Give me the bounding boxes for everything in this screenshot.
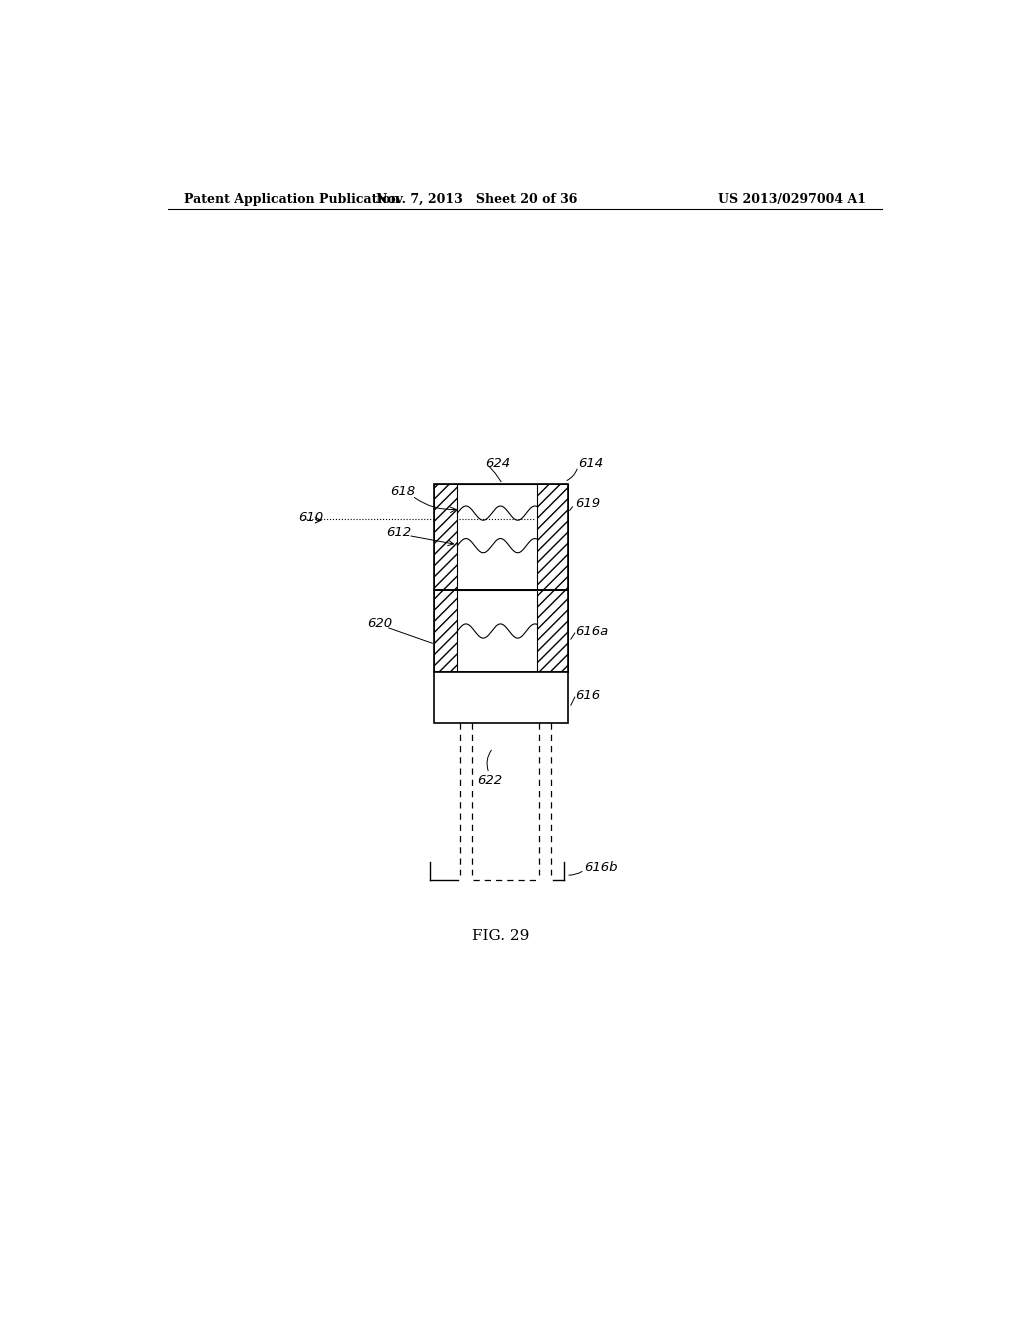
- Text: US 2013/0297004 A1: US 2013/0297004 A1: [718, 193, 866, 206]
- Text: 618: 618: [390, 486, 415, 498]
- Text: FIG. 29: FIG. 29: [472, 929, 529, 942]
- Text: 624: 624: [485, 457, 510, 470]
- Bar: [433, 672, 568, 722]
- Text: 620: 620: [368, 618, 393, 631]
- Bar: [537, 590, 568, 672]
- Bar: [537, 483, 568, 590]
- Text: 616: 616: [574, 689, 600, 701]
- Text: 610: 610: [299, 511, 324, 524]
- Bar: [458, 590, 537, 672]
- Text: 614: 614: [578, 457, 603, 470]
- Bar: [433, 590, 568, 672]
- Text: 622: 622: [477, 774, 503, 787]
- Text: 612: 612: [386, 525, 411, 539]
- Bar: [433, 483, 458, 590]
- Text: 619: 619: [574, 498, 600, 511]
- Text: 616a: 616a: [574, 624, 608, 638]
- Text: Patent Application Publication: Patent Application Publication: [183, 193, 399, 206]
- Text: 616b: 616b: [585, 862, 617, 874]
- Bar: [458, 483, 537, 590]
- Text: Nov. 7, 2013   Sheet 20 of 36: Nov. 7, 2013 Sheet 20 of 36: [377, 193, 578, 206]
- Bar: [433, 483, 568, 590]
- Bar: [433, 590, 458, 672]
